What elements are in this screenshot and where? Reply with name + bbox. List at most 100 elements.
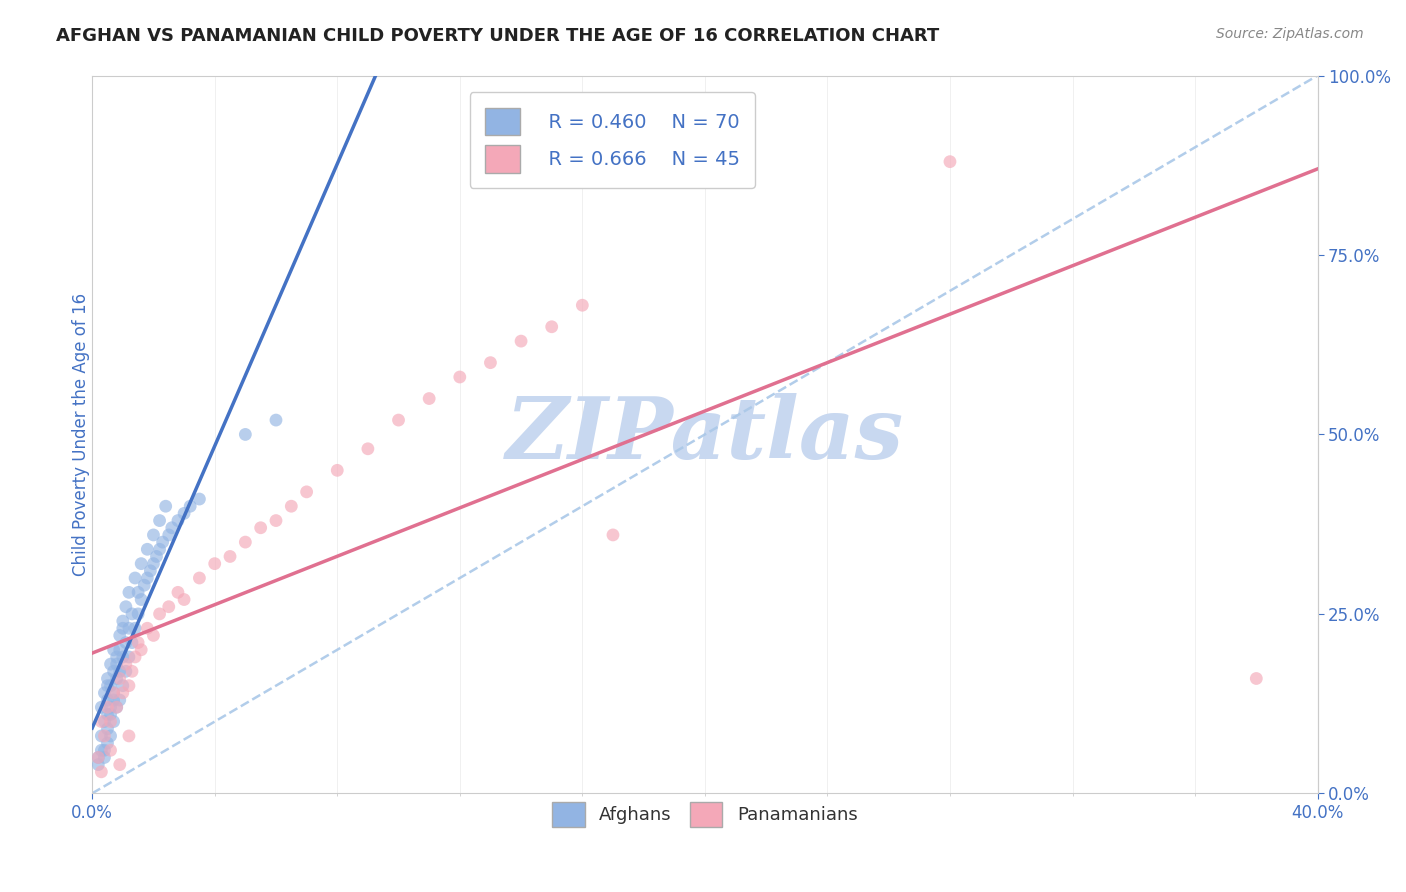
Point [105, 700, 128, 714]
Point [142, 628, 165, 642]
Point [93, 750, 115, 764]
Point [87, 757, 110, 772]
Point [280, 500, 302, 514]
Point [167, 514, 190, 528]
Point [127, 585, 149, 599]
Point [118, 729, 141, 743]
Point [264, 514, 287, 528]
Point [249, 521, 271, 535]
Point [90, 743, 112, 757]
Point [111, 686, 134, 700]
Point [100, 700, 122, 714]
Point [136, 571, 159, 585]
Point [136, 542, 159, 557]
Point [105, 700, 128, 714]
Point [134, 578, 156, 592]
Point [188, 491, 211, 506]
Point [235, 427, 257, 442]
Point [602, 528, 624, 542]
Text: AFGHAN VS PANAMANIAN CHILD POVERTY UNDER THE AGE OF 16 CORRELATION CHART: AFGHAN VS PANAMANIAN CHILD POVERTY UNDER… [56, 27, 939, 45]
Point [173, 592, 195, 607]
Legend: Afghans, Panamanians: Afghans, Panamanians [546, 795, 865, 835]
Point [142, 557, 165, 571]
Point [127, 635, 149, 649]
Point [173, 507, 195, 521]
Point [93, 686, 115, 700]
Point [90, 714, 112, 729]
Point [93, 729, 115, 743]
Text: Source: ZipAtlas.com: Source: ZipAtlas.com [1216, 27, 1364, 41]
Point [148, 514, 170, 528]
Point [111, 650, 134, 665]
Point [124, 650, 146, 665]
Point [188, 571, 211, 585]
Point [103, 714, 125, 729]
Point [145, 549, 167, 564]
Point [96, 736, 118, 750]
Point [387, 413, 409, 427]
Point [96, 722, 118, 736]
Point [90, 700, 112, 714]
Point [100, 657, 122, 672]
Point [1246, 672, 1268, 686]
Point [103, 686, 125, 700]
Point [148, 607, 170, 621]
Point [108, 693, 131, 707]
Point [148, 542, 170, 557]
Point [129, 557, 152, 571]
Point [219, 549, 242, 564]
Point [100, 679, 122, 693]
Point [121, 635, 143, 649]
Point [103, 665, 125, 679]
Point [295, 484, 318, 499]
Point [418, 392, 440, 406]
Point [118, 679, 141, 693]
Point [510, 334, 533, 348]
Point [540, 319, 562, 334]
Point [235, 535, 257, 549]
Point [129, 642, 152, 657]
Point [155, 500, 177, 514]
Point [127, 607, 149, 621]
Point [142, 528, 165, 542]
Point [105, 657, 128, 672]
Point [96, 707, 118, 722]
Point [152, 535, 174, 549]
Point [326, 463, 349, 477]
Point [103, 693, 125, 707]
Point [157, 599, 180, 614]
Point [103, 642, 125, 657]
Point [357, 442, 380, 456]
Point [96, 672, 118, 686]
Point [111, 621, 134, 635]
Point [571, 298, 593, 312]
Point [108, 665, 131, 679]
Point [139, 564, 162, 578]
Point [108, 642, 131, 657]
Point [105, 672, 128, 686]
Point [129, 592, 152, 607]
Point [115, 635, 138, 649]
Point [204, 557, 226, 571]
Point [121, 607, 143, 621]
Point [160, 521, 183, 535]
Point [105, 650, 128, 665]
Point [115, 665, 138, 679]
Point [96, 679, 118, 693]
Point [124, 621, 146, 635]
Point [118, 585, 141, 599]
Point [96, 693, 118, 707]
Point [103, 686, 125, 700]
Point [87, 750, 110, 764]
Point [93, 714, 115, 729]
Point [90, 764, 112, 779]
Point [96, 700, 118, 714]
Point [264, 413, 287, 427]
Point [115, 599, 138, 614]
Point [179, 500, 201, 514]
Point [157, 528, 180, 542]
Point [115, 657, 138, 672]
Point [100, 729, 122, 743]
Point [100, 714, 122, 729]
Point [479, 356, 502, 370]
